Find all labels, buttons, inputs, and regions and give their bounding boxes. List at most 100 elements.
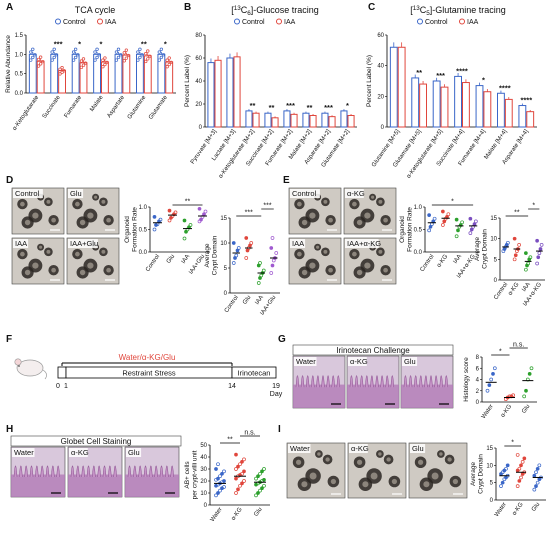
y-tick-label: 60	[377, 33, 384, 39]
data-point	[144, 59, 148, 64]
timeline-stress-label: Restraint Stress	[122, 369, 176, 378]
villus	[336, 375, 341, 388]
micrograph-e-akg: α-KG	[343, 187, 397, 235]
data-point	[460, 220, 464, 225]
organoid-lumen	[79, 269, 86, 276]
category-label: IAA	[181, 254, 191, 265]
significance-mark: ***	[54, 39, 63, 48]
panel-letter-d: D	[6, 175, 13, 186]
category-label: α-Ketoglutarate	[12, 94, 41, 132]
data-point	[101, 58, 105, 62]
organoid-lumen	[356, 459, 363, 465]
data-point	[52, 47, 56, 51]
data-point	[38, 62, 43, 66]
data-point	[236, 464, 240, 469]
data-point	[528, 255, 533, 260]
villus	[390, 375, 395, 388]
mouse-ear	[14, 358, 22, 366]
data-point	[240, 459, 244, 464]
bar-control	[28, 53, 37, 94]
data-point	[534, 470, 538, 475]
title-part: C	[420, 5, 427, 15]
data-point	[197, 206, 202, 211]
organoid-lumen	[101, 249, 106, 254]
organoid-lumen	[297, 201, 302, 207]
organoid-lumen	[94, 195, 98, 199]
data-point	[260, 469, 264, 474]
villus	[365, 375, 369, 388]
y-axis-label-line: Organoid	[124, 216, 131, 243]
data-point	[60, 70, 64, 75]
label-bg	[69, 448, 88, 457]
y-axis-label: Histology score	[463, 357, 470, 402]
data-point	[499, 484, 503, 488]
data-point	[218, 488, 222, 493]
data-point	[238, 483, 242, 488]
label-bg	[348, 357, 367, 366]
bar-iaa	[79, 62, 88, 94]
micrograph-h-akg: α-KG	[67, 446, 123, 498]
micrograph-label: IAA	[292, 239, 304, 248]
legend-iaa-label: IAA	[105, 19, 117, 26]
data-point	[144, 52, 148, 56]
y-axis-label: AverageCrypt Domain	[470, 454, 485, 494]
villus	[45, 465, 50, 478]
micrograph-label: Water	[14, 448, 34, 457]
label-bg	[13, 189, 43, 198]
y-tick-label: 15	[486, 446, 493, 452]
data-point	[165, 58, 169, 62]
data-point	[136, 50, 140, 54]
data-point	[270, 236, 275, 240]
data-point	[441, 223, 445, 227]
micrograph-label: Control	[292, 189, 317, 198]
category-label: Glu	[531, 502, 541, 513]
data-point	[158, 217, 163, 222]
significance-mark: n.s.	[244, 430, 255, 437]
data-point	[537, 463, 542, 468]
data-point	[29, 58, 33, 62]
y-axis-label-line: Average	[470, 462, 477, 486]
villus	[403, 375, 408, 388]
villus	[86, 465, 91, 478]
bar-control	[114, 53, 123, 94]
y-tick-label: 20	[377, 94, 384, 100]
organoid-lumen	[316, 245, 320, 249]
villus	[305, 375, 310, 388]
data-point	[234, 467, 238, 471]
organoid-lumen	[106, 267, 111, 273]
y-axis-label-line: AB+ cells	[184, 461, 191, 489]
data-point	[446, 212, 451, 217]
y-axis-label-line: Average	[204, 243, 211, 267]
villus	[311, 375, 315, 388]
bar-iaa	[419, 83, 427, 128]
bar-iaa	[252, 112, 260, 128]
label-bg	[402, 357, 418, 366]
bar-control	[226, 57, 234, 128]
data-point	[146, 49, 150, 53]
bar-control	[475, 85, 484, 128]
panel-letter-f: F	[6, 334, 12, 345]
data-point	[504, 466, 508, 471]
y-axis-label-line: Crypt Domain	[482, 229, 489, 269]
data-point	[152, 227, 157, 232]
y-tick-label: 10	[490, 237, 497, 243]
organoid-lumen	[352, 201, 357, 207]
data-point	[506, 240, 510, 245]
data-point	[71, 50, 76, 54]
data-point	[262, 483, 266, 488]
organoid-lumen	[447, 457, 452, 462]
data-point	[456, 228, 460, 233]
timeline-tick-label: 1	[64, 383, 68, 390]
category-label: Control	[493, 282, 509, 301]
organoid-lumen	[32, 212, 39, 219]
data-point	[122, 59, 126, 63]
significance-mark: n.s.	[513, 342, 524, 349]
data-point	[538, 247, 543, 251]
organoid-lumen	[356, 269, 363, 276]
y-axis-label: Percent Label (%)	[366, 55, 373, 107]
organoid-lumen	[323, 249, 328, 254]
category-label: Fumarate	[64, 94, 84, 119]
data-point	[517, 243, 521, 247]
organoid-lumen	[439, 452, 443, 456]
